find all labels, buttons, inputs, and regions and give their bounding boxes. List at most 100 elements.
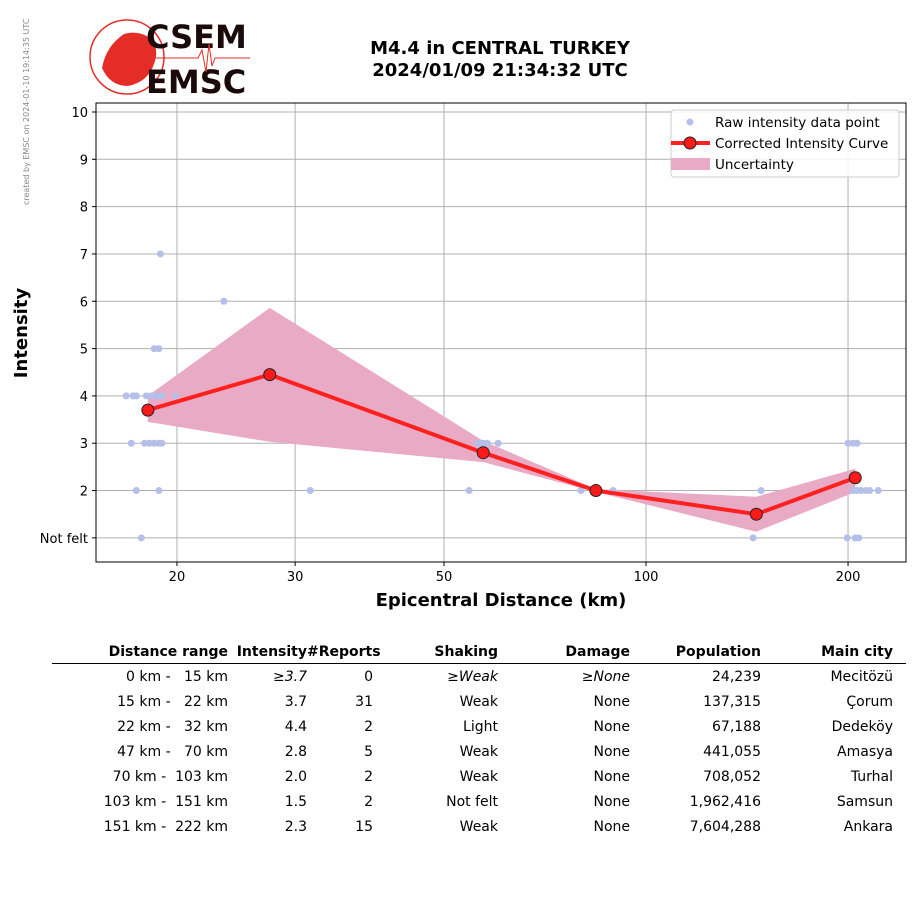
table-cell: None — [593, 818, 630, 835]
table-cell: Ankara — [843, 818, 893, 835]
x-tick-label: 20 — [169, 570, 186, 585]
table-cell: Amasya — [837, 743, 893, 760]
table-cell: Çorum — [846, 693, 893, 710]
y-tick-label: 10 — [71, 106, 88, 121]
table-cell: None — [593, 693, 630, 710]
curve-line — [147, 372, 856, 517]
raw-data-point — [474, 439, 482, 447]
table-cell: 441,055 — [703, 743, 761, 760]
raw-data-point — [155, 487, 163, 495]
x-tick-label: 50 — [436, 570, 453, 585]
y-tick-label: 4 — [80, 390, 88, 405]
logo-circle — [89, 19, 165, 95]
table-cell: 22 km - 32 km — [117, 718, 228, 735]
raw-data-point — [843, 534, 851, 542]
table-cell: 15 — [355, 818, 373, 835]
logo-seismogram — [148, 43, 250, 73]
table-cell: 2.8 — [284, 743, 307, 760]
table-cell: 2 — [364, 718, 373, 735]
table-cell: 15 km - 22 km — [117, 693, 228, 710]
table-body: 0 km - 15 km ≥3.7 0 ≥Weak ≥None 24,239 Mecitöz… — [52, 664, 906, 839]
y-tick-label: Not felt — [40, 532, 88, 547]
raw-data-point — [156, 250, 164, 258]
x-tick-label: 30 — [287, 570, 304, 585]
raw-data-point — [577, 487, 585, 495]
raw-data-point — [127, 439, 135, 447]
x-tick-label: 100 — [634, 570, 659, 585]
raw-data-point — [155, 345, 163, 353]
table-cell: Weak — [459, 693, 498, 710]
curve-point — [749, 507, 763, 521]
ticks: 20 30 50 100 200 Not felt 2 3 4 5 6 7 8 9 10 — [40, 106, 861, 585]
table-cell: ≥None — [581, 668, 630, 685]
table-row: 103 km - 151 km 1.5 2 Not felt None 1,962,416… — [52, 789, 906, 814]
column-header: Intensity — [236, 643, 307, 660]
table-cell: 3.7 — [284, 693, 307, 710]
chart-title: M4.4 in CENTRAL TURKEY 2024/01/09 21:34:… — [300, 38, 700, 82]
legend-curve-label: Corrected Intensity Curve — [715, 136, 888, 152]
table-cell: Weak — [459, 818, 498, 835]
table-cell: 31 — [355, 693, 373, 710]
table-cell: Weak — [459, 743, 498, 760]
table-cell: 1.5 — [284, 793, 307, 810]
raw-data-point — [137, 534, 145, 542]
raw-data-point — [857, 487, 865, 495]
table-row: 151 km - 222 km 2.3 15 Weak None 7,604,288 Ank… — [52, 814, 906, 839]
table-row: 47 km - 70 km 2.8 5 Weak None 441,055 Amasya — [52, 739, 906, 764]
raw-data-point — [220, 297, 228, 305]
legend-raw-label: Raw intensity data point — [715, 115, 880, 131]
table-cell: 67,188 — [712, 718, 761, 735]
table-cell: None — [593, 743, 630, 760]
column-header: Main city — [821, 643, 893, 660]
table-cell: None — [593, 718, 630, 735]
raw-data-point — [494, 439, 502, 447]
raw-data-point — [874, 487, 882, 495]
legend-band-label: Uncertainty — [715, 157, 794, 173]
raw-points — [122, 250, 882, 542]
table-cell: None — [593, 793, 630, 810]
table-cell: 24,239 — [712, 668, 761, 685]
table-cell: 70 km - 103 km — [112, 768, 228, 785]
y-axis-label: Intensity — [11, 288, 32, 379]
uncertainty-band — [147, 307, 856, 532]
table-cell: 2 — [364, 793, 373, 810]
table-cell: 103 km - 151 km — [103, 793, 228, 810]
raw-data-point — [158, 392, 166, 400]
table-row: 70 km - 103 km 2.0 2 Weak None 708,052 Turhal — [52, 764, 906, 789]
emsc-logo: CSEM EMSC — [89, 18, 250, 100]
raw-data-point — [757, 487, 765, 495]
table-row: 22 km - 32 km 4.4 2 Light None 67,188 Dedeköy — [52, 714, 906, 739]
plot-frame — [95, 102, 907, 563]
raw-data-point — [853, 439, 861, 447]
column-header: #Reports — [307, 643, 381, 660]
curve-point — [141, 403, 155, 417]
legend-band-swatch — [671, 158, 710, 170]
y-tick-label: 3 — [80, 437, 88, 452]
raw-data-point — [306, 487, 314, 495]
raw-data-point — [866, 487, 874, 495]
title-line-2: 2024/01/09 21:34:32 UTC — [372, 60, 628, 81]
curve-point — [848, 471, 862, 485]
table-header: Distance range Intensity #Reports Shaking Da… — [52, 640, 906, 664]
table-cell: ≥3.7 — [273, 668, 307, 685]
table-cell: 137,315 — [703, 693, 761, 710]
table-cell: Dedeköy — [831, 718, 893, 735]
column-header: Damage — [565, 643, 630, 660]
y-tick-label: 7 — [80, 248, 88, 263]
table-cell: 0 km - 15 km — [126, 668, 228, 685]
y-tick-label: 8 — [80, 201, 88, 216]
legend-curve-marker — [683, 136, 697, 150]
table-cell: 151 km - 222 km — [103, 818, 228, 835]
legend-raw-marker — [686, 118, 694, 126]
curve-point — [476, 446, 490, 460]
y-tick-label: 5 — [80, 343, 88, 358]
raw-data-point — [132, 392, 140, 400]
table-cell: Mecitözü — [830, 668, 893, 685]
raw-data-point — [158, 439, 166, 447]
table-row: 0 km - 15 km ≥3.7 0 ≥Weak ≥None 24,239 Mecitöz… — [52, 664, 906, 689]
column-header: Distance range — [108, 643, 228, 660]
raw-data-point — [749, 534, 757, 542]
raw-data-point — [122, 392, 130, 400]
intensity-chart: 20 30 50 100 200 Not felt 2 3 4 5 6 7 8 9 10 Epicentra… — [11, 102, 907, 611]
logo-text-emsc: EMSC — [146, 63, 246, 100]
